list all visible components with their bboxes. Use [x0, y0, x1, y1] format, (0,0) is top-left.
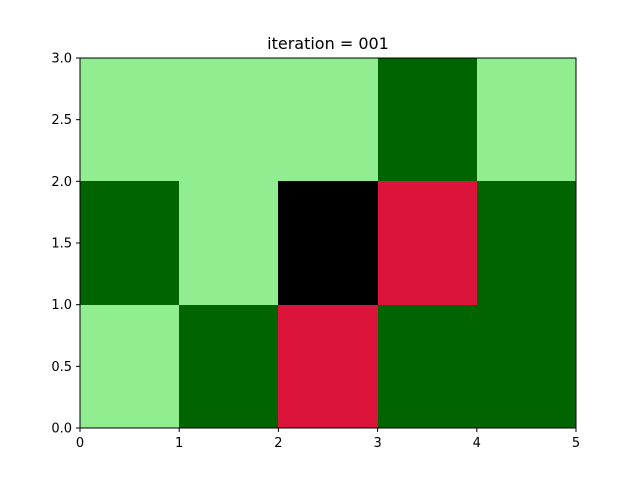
heatmap-cell — [378, 305, 477, 428]
heatmap-cell — [80, 181, 179, 305]
heatmap-cell — [179, 58, 278, 181]
y-tick-label: 3.0 — [51, 52, 72, 67]
x-tick-label: 3 — [373, 436, 381, 451]
heatmap-cell — [378, 58, 477, 181]
chart-title: iteration = 001 — [267, 34, 389, 53]
heatmap-cell — [477, 58, 576, 181]
heatmap-cell — [80, 305, 179, 428]
heatmap-cell — [179, 181, 278, 305]
y-axis: 0.0 0.5 1.0 1.5 2.0 2.5 3.0 — [51, 52, 80, 437]
x-tick-label: 2 — [274, 436, 282, 451]
y-tick-label: 0.5 — [51, 360, 72, 375]
x-tick-label: 5 — [572, 436, 580, 451]
x-axis: 0 1 2 3 4 5 — [76, 428, 580, 451]
heatmap-cell — [179, 305, 278, 428]
heatmap-cell — [278, 181, 378, 305]
y-tick-label: 2.0 — [51, 175, 72, 190]
x-tick-label: 0 — [76, 436, 84, 451]
heatmap-cell — [278, 58, 378, 181]
x-tick-label: 4 — [473, 436, 481, 451]
heatmap-cell — [477, 305, 576, 428]
heatmap-cell — [477, 181, 576, 305]
heatmap-cell — [378, 181, 477, 305]
y-tick-label: 0.0 — [51, 422, 72, 437]
x-tick-label: 1 — [175, 436, 183, 451]
heatmap-cell — [80, 58, 179, 181]
y-tick-label: 1.5 — [51, 237, 72, 252]
heatmap-cell — [278, 305, 378, 428]
y-tick-label: 1.0 — [51, 298, 72, 313]
y-tick-label: 2.5 — [51, 113, 72, 128]
heatmap-cells — [80, 58, 576, 428]
